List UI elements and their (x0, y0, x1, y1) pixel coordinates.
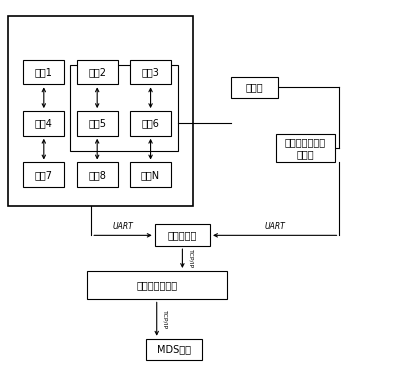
Text: 工装N: 工装N (141, 170, 160, 180)
Text: 串口服务器: 串口服务器 (168, 230, 197, 240)
Text: 工装1: 工装1 (35, 67, 53, 77)
Text: 工装3: 工装3 (142, 67, 159, 77)
Bar (146, 339, 202, 360)
Text: 衰减器: 衰减器 (246, 82, 263, 92)
Text: 工装8: 工装8 (88, 170, 106, 180)
Text: UART: UART (112, 222, 133, 231)
Bar (87, 271, 227, 299)
Text: 检定台体计算机: 检定台体计算机 (136, 280, 177, 290)
Text: 工装7: 工装7 (35, 170, 53, 180)
Bar (276, 134, 335, 162)
Text: 工装6: 工装6 (142, 118, 159, 128)
Bar (77, 60, 118, 84)
Bar (231, 77, 278, 98)
Bar (70, 65, 178, 151)
Bar (154, 225, 210, 246)
Text: TCP/IP: TCP/IP (189, 249, 194, 268)
Bar (130, 111, 171, 136)
Text: TCP/IP: TCP/IP (163, 309, 168, 329)
Text: 工装2: 工装2 (88, 67, 106, 77)
Bar (23, 111, 64, 136)
Text: MDS系统: MDS系统 (157, 345, 191, 354)
Bar (77, 111, 118, 136)
Text: 工装5: 工装5 (88, 118, 106, 128)
Bar (130, 60, 171, 84)
Bar (77, 162, 118, 187)
Bar (130, 162, 171, 187)
Text: UART: UART (265, 222, 285, 231)
Text: 测试主设备模拟
集中器: 测试主设备模拟 集中器 (285, 138, 326, 159)
Text: 工装4: 工装4 (35, 118, 53, 128)
Bar (23, 162, 64, 187)
Bar (23, 60, 64, 84)
Bar (8, 16, 193, 206)
